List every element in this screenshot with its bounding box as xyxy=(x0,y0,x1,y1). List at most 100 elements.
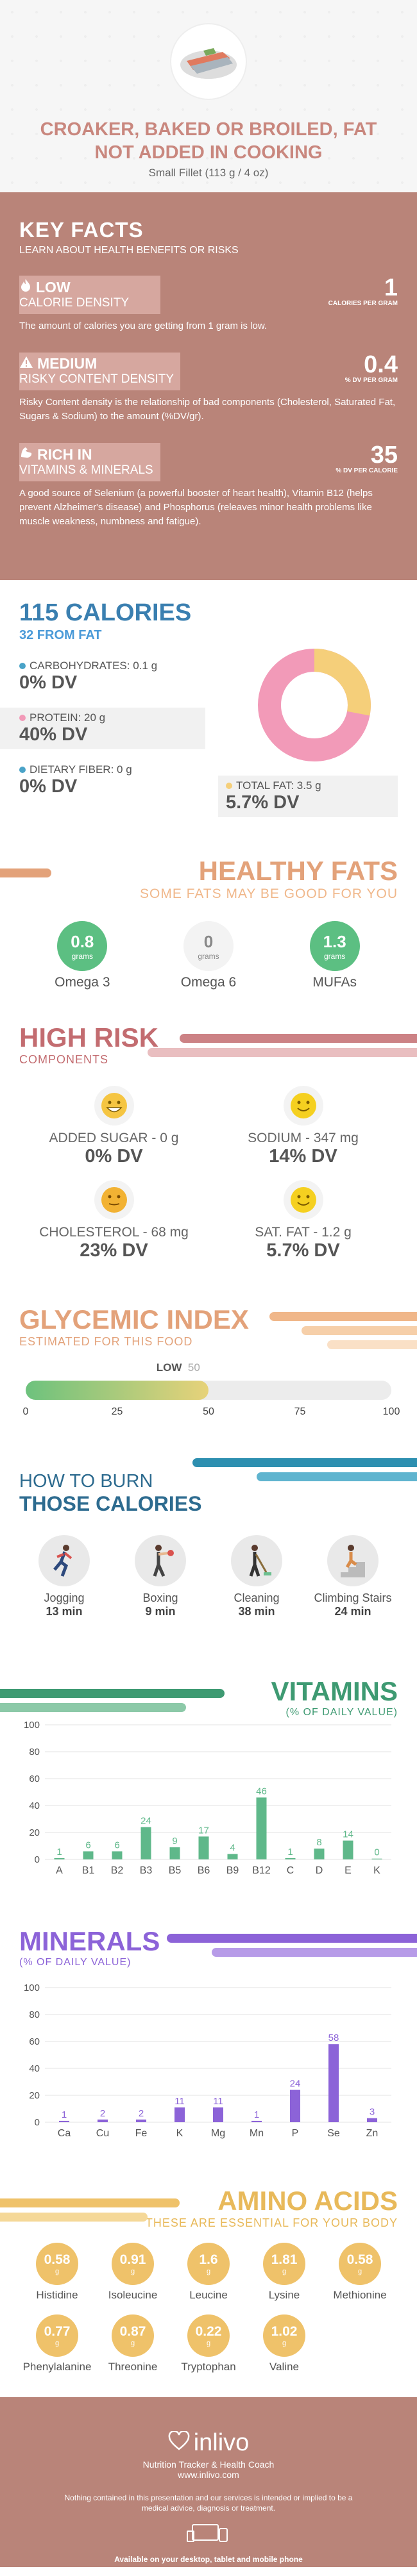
fiber-dot xyxy=(19,767,26,773)
amino-acid-unit: g xyxy=(357,2268,362,2275)
fact-level: RICH IN xyxy=(37,445,92,463)
y-tick-label: 40 xyxy=(29,2063,40,2074)
stairs-icon xyxy=(327,1535,379,1586)
header: CROAKER, BAKED OR BROILED, FAT NOT ADDED… xyxy=(0,0,417,192)
amino-acid-item: 0.87 g Threonine xyxy=(95,2314,171,2373)
minerals-section: MINERALS (% OF DAILY VALUE) 0 20 40 60 80 100… xyxy=(0,1913,417,2173)
protein-dot xyxy=(19,715,26,721)
amino-acid-circle: 1.02 g xyxy=(263,2314,305,2357)
fat-unit: grams xyxy=(323,951,346,961)
y-tick-label: 80 xyxy=(29,2009,40,2020)
calories-section: 115 CALORIES 32 FROM FAT CARBOHYDRATES: … xyxy=(0,580,417,830)
bar xyxy=(198,1836,209,1859)
high-risk-title: HIGH RISK xyxy=(19,1022,159,1052)
amino-acid-item: 0.77 g Phenylalanine xyxy=(19,2314,95,2373)
activity-name: Cleaning xyxy=(234,1591,280,1604)
y-tick-label: 80 xyxy=(29,1747,40,1757)
risk-dv: 23% DV xyxy=(80,1240,148,1261)
amino-acid-unit: g xyxy=(55,2268,60,2275)
bar-value-label: 24 xyxy=(140,1816,151,1827)
bar-value-label: 14 xyxy=(343,1829,353,1840)
bar xyxy=(136,2119,146,2122)
glycemic-title: GLYCEMIC INDEX xyxy=(19,1304,249,1334)
glycemic-tick: 50 xyxy=(203,1406,214,1417)
key-facts-subtitle: LEARN ABOUT HEALTH BENEFITS OR RISKS xyxy=(19,245,239,256)
devices-icon xyxy=(0,2523,417,2546)
bar-value-label: 8 xyxy=(316,1837,321,1848)
fat-omega-6: 0 grams Omega 6 xyxy=(160,921,257,990)
carbohydrates-item: CARBOHYDRATES: 0.1 g 0% DV xyxy=(19,656,398,697)
fat-dv: 5.7% DV xyxy=(226,792,300,813)
bar xyxy=(213,2107,223,2122)
activity-name: Jogging xyxy=(44,1591,85,1604)
x-tick-label: B3 xyxy=(140,1865,153,1876)
amino-acid-value: 1.02 xyxy=(271,2324,298,2339)
bar-value-label: 17 xyxy=(198,1825,209,1836)
bar xyxy=(285,1857,296,1859)
calories-from-fat: 32 FROM FAT xyxy=(19,628,102,642)
amino-acid-name: Lysine xyxy=(268,2289,300,2301)
amino-acids-subtitle: THESE ARE ESSENTIAL FOR YOUR BODY xyxy=(145,2216,398,2229)
brand-url[interactable]: www.inlivo.com xyxy=(178,2470,239,2480)
fact-description: The amount of calories you are getting f… xyxy=(19,320,268,331)
grin-face-icon xyxy=(94,1086,134,1126)
brand-tagline: Nutrition Tracker & Health Coach xyxy=(142,2459,275,2470)
amino-acids-section: AMINO ACIDS THESE ARE ESSENTIAL FOR YOUR… xyxy=(0,2173,417,2397)
risk-label: ADDED SUGAR - 0 g xyxy=(49,1131,179,1145)
bar xyxy=(59,2120,69,2122)
minerals-title: MINERALS xyxy=(19,1926,160,1956)
burn-calories-section: HOW TO BURN THOSE CALORIES Jogging 13 mi… xyxy=(0,1445,417,1663)
fact-category: VITAMINS & MINERALS xyxy=(19,463,153,477)
fat-value: 0.8 xyxy=(71,931,94,951)
healthy-fats-subtitle: SOME FATS MAY BE GOOD FOR YOU xyxy=(139,886,398,901)
bar-value-label: 11 xyxy=(174,2096,185,2107)
amino-acid-name: Isoleucine xyxy=(108,2289,158,2301)
y-tick-label: 0 xyxy=(35,1854,40,1865)
heart-icon xyxy=(168,2429,190,2457)
amino-acid-unit: g xyxy=(206,2268,211,2275)
bar-value-label: 2 xyxy=(139,2108,144,2119)
amino-acid-circle: 0.22 g xyxy=(187,2314,230,2357)
fish-fillet-icon xyxy=(180,48,237,79)
glycemic-tick: 25 xyxy=(111,1406,123,1417)
amino-acid-value: 0.58 xyxy=(346,2252,373,2267)
activity-boxing: Boxing 9 min xyxy=(115,1535,205,1618)
bar xyxy=(251,2120,262,2122)
bar xyxy=(83,1851,94,1859)
fiber-label: DIETARY FIBER: 0 g xyxy=(30,763,132,776)
x-tick-label: B6 xyxy=(198,1865,210,1876)
healthy-fats-section: HEALTHY FATS SOME FATS MAY BE GOOD FOR Y… xyxy=(0,830,417,1003)
y-tick-label: 0 xyxy=(35,2117,40,2128)
fact-calorie-density: LOW CALORIE DENSITY 1 CALORIES PER GRAM … xyxy=(19,276,398,333)
glycemic-bar-fill xyxy=(26,1381,208,1400)
fact-category: RISKY CONTENT DENSITY xyxy=(19,372,174,386)
risk-label: SAT. FAT - 1.2 g xyxy=(255,1225,352,1240)
amino-acid-name: Histidine xyxy=(36,2289,78,2301)
amino-acid-name: Threonine xyxy=(108,2361,158,2373)
fact-unit: % DV PER GRAM xyxy=(345,377,398,384)
fiber-dv: 0% DV xyxy=(19,776,78,797)
activity-cleaning: Cleaning 38 min xyxy=(212,1535,302,1618)
fat-name: Omega 6 xyxy=(180,975,237,990)
risk-added-sugar: ADDED SUGAR - 0 g 0% DV xyxy=(19,1086,208,1167)
x-tick-label: Mn xyxy=(250,2128,264,2139)
glycemic-tick: 100 xyxy=(382,1406,400,1417)
bar xyxy=(112,1851,123,1859)
amino-acid-item: 1.81 g Lysine xyxy=(246,2243,322,2302)
activity-time: 38 min xyxy=(238,1605,275,1618)
bar-value-label: 4 xyxy=(230,1843,235,1854)
flame-icon xyxy=(19,278,32,296)
cleaning-icon xyxy=(231,1535,282,1586)
bar xyxy=(367,2118,377,2122)
fact-value: 35 xyxy=(370,442,398,469)
fiber-item: DIETARY FIBER: 0 g 0% DV xyxy=(19,760,398,801)
y-tick-label: 20 xyxy=(29,2090,40,2101)
activity-time: 24 min xyxy=(334,1605,371,1618)
high-risk-subtitle: COMPONENTS xyxy=(19,1053,109,1066)
fact-description: Risky Content density is the relationshi… xyxy=(19,397,396,422)
x-tick-label: Ca xyxy=(58,2128,71,2139)
x-tick-label: A xyxy=(56,1865,63,1876)
amino-acid-circle: 1.81 g xyxy=(263,2243,305,2285)
fat-dot xyxy=(226,783,232,789)
amino-acid-value: 0.77 xyxy=(44,2324,71,2339)
